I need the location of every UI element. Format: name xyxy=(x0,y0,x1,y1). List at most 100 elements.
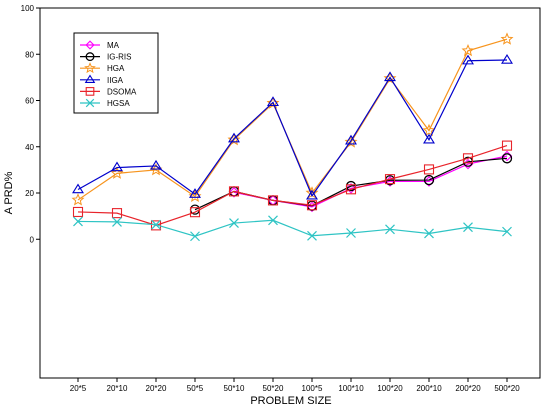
series-iiga xyxy=(72,53,513,200)
y-tick-label: 100 xyxy=(21,4,35,13)
legend-label: IG-RIS xyxy=(107,53,131,62)
series-layer xyxy=(71,32,514,242)
data-point-hgsa-stroke xyxy=(229,218,239,228)
x-tick-label: 100*20 xyxy=(377,384,403,393)
data-point-iiga xyxy=(228,132,240,143)
y-axis-title: A PRD% xyxy=(3,171,15,214)
data-point-hgsa-stroke xyxy=(151,219,161,230)
data-point-dsoma xyxy=(384,174,396,185)
x-tick-label: 200*10 xyxy=(416,384,442,393)
data-point-dsoma xyxy=(306,200,318,211)
y-tick-label: 0 xyxy=(30,235,35,244)
data-point-hga xyxy=(344,135,358,148)
series-hgsa xyxy=(73,215,512,242)
data-point-hgsa-stroke xyxy=(307,230,317,241)
data-point-hgsa-stroke xyxy=(502,226,512,237)
legend-marker xyxy=(85,40,95,50)
x-tick-label: 50*5 xyxy=(187,384,204,393)
data-point-hgsa-stroke xyxy=(424,228,434,239)
x-tick-label: 100*10 xyxy=(338,384,364,393)
y-tick-label: 60 xyxy=(25,97,34,106)
legend-item-hga: HGA xyxy=(80,62,125,74)
data-point-dsoma xyxy=(111,208,123,219)
x-axis-title: PROBLEM SIZE xyxy=(250,395,331,407)
legend-item-dsoma: DSOMA xyxy=(80,87,137,96)
data-point-hgsa-stroke xyxy=(346,228,356,238)
data-point-hga xyxy=(110,166,124,179)
data-point-hgsa xyxy=(385,224,395,235)
y-axis: 0 20 40 60 80 100 xyxy=(21,4,40,244)
data-point-iiga xyxy=(111,161,123,172)
legend-label: MA xyxy=(107,41,120,50)
data-point-hgsa-stroke xyxy=(190,231,200,242)
x-tick-label: 50*20 xyxy=(263,384,284,393)
series-dsoma xyxy=(72,140,513,231)
legend-item-iiga: IIGA xyxy=(80,74,124,85)
x-tick-label: 100*5 xyxy=(302,384,323,393)
series-line-ma xyxy=(233,155,508,208)
legend-marker xyxy=(84,74,96,84)
data-point-iiga xyxy=(501,53,513,64)
x-tick-label: 20*20 xyxy=(146,384,167,393)
legend-label: IIGA xyxy=(107,76,124,85)
data-point-hga xyxy=(422,123,436,137)
legend-label: DSOMA xyxy=(107,87,137,96)
data-point-ma xyxy=(228,187,240,198)
data-point-hga xyxy=(461,43,475,57)
data-point-hga xyxy=(500,32,514,45)
series-line-hgsa xyxy=(77,219,508,237)
data-point-hgsa-stroke xyxy=(112,216,122,227)
data-point-iiga xyxy=(306,189,318,200)
data-point-iiga xyxy=(189,188,201,198)
data-point-iiga xyxy=(267,96,279,107)
series-line-iiga xyxy=(77,59,508,198)
data-point-hgsa xyxy=(229,218,239,228)
data-point-hgsa-stroke xyxy=(268,215,278,226)
data-point-iiga xyxy=(462,54,474,65)
data-point-iiga xyxy=(345,134,357,145)
data-point-hgsa xyxy=(190,231,200,242)
data-point-ig-ris xyxy=(501,153,513,164)
legend: MA IG-RIS HGA IIGA DSOMA HGSA xyxy=(73,32,159,114)
legend-marker xyxy=(85,52,95,62)
x-tick-label: 500*20 xyxy=(494,384,520,393)
legend-label: HGA xyxy=(107,64,125,73)
data-point-dsoma xyxy=(150,220,162,231)
legend-marker xyxy=(85,87,95,96)
data-point-hgsa xyxy=(424,228,434,239)
legend-marker-stroke xyxy=(85,98,95,108)
data-point-ig-ris xyxy=(423,174,435,186)
data-point-iiga xyxy=(150,159,162,170)
x-tick-label: 20*10 xyxy=(107,384,128,393)
data-point-hgsa xyxy=(346,228,356,238)
series-ma xyxy=(228,150,513,213)
y-tick-label: 20 xyxy=(25,189,34,198)
data-point-dsoma xyxy=(462,153,474,164)
data-point-hga xyxy=(71,193,85,206)
data-point-hgsa xyxy=(268,215,278,226)
data-point-hgsa-stroke xyxy=(73,216,83,227)
y-tick-label: 40 xyxy=(25,143,34,152)
x-tick-label: 20*5 xyxy=(70,384,87,393)
y-tick-label: 80 xyxy=(25,50,34,59)
data-point-dsoma xyxy=(189,207,201,218)
legend-item-hgsa: HGSA xyxy=(80,98,130,108)
x-tick-label: 50*10 xyxy=(224,384,245,393)
data-point-dsoma xyxy=(423,164,435,175)
data-point-iiga xyxy=(72,183,84,194)
x-axis: 20*5 20*10 20*20 50*5 50*10 50*20 100*5 100*10 1… xyxy=(70,378,520,393)
data-point-iiga xyxy=(423,133,435,144)
legend-item-ma: MA xyxy=(80,40,120,50)
legend-marker xyxy=(84,62,96,74)
x-tick-label: 200*20 xyxy=(455,384,481,393)
data-point-hgsa xyxy=(307,230,317,241)
data-point-hgsa xyxy=(73,216,83,227)
data-point-hgsa-stroke xyxy=(463,222,473,233)
data-point-dsoma xyxy=(501,140,513,151)
data-point-hgsa xyxy=(463,222,473,233)
data-point-dsoma xyxy=(228,186,240,197)
legend-label: HGSA xyxy=(107,99,130,108)
data-point-dsoma xyxy=(345,184,357,195)
data-point-hgsa xyxy=(502,226,512,237)
